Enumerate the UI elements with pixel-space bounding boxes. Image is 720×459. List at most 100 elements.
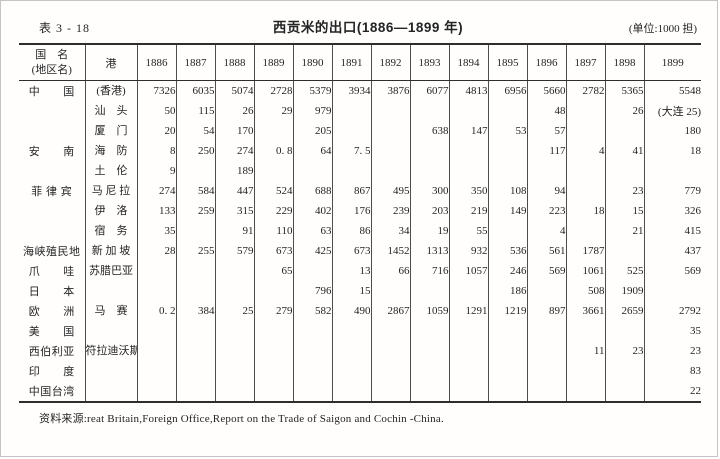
value-cell: 63 [293, 221, 333, 241]
value-cell [488, 341, 528, 361]
value-cell [332, 161, 372, 181]
value-cell [254, 161, 294, 181]
table-caption-row: 表 3 - 18 西贡米的出口(1886—1899 年) (单位:1000 担) [1, 1, 717, 43]
value-cell: 48 [527, 101, 567, 121]
value-cell: 579 [215, 241, 255, 261]
value-cell: 149 [488, 201, 528, 221]
year-header-1891: 1891 [332, 44, 372, 81]
value-cell: 425 [293, 241, 333, 261]
port-cell: 土 伦 [85, 161, 138, 181]
country-cell [19, 201, 86, 221]
value-cell [293, 261, 333, 281]
value-cell [566, 381, 606, 402]
value-cell: 3876 [371, 80, 411, 101]
value-cell: 326 [684, 205, 702, 217]
value-cell [176, 321, 216, 341]
value-cell: 219 [449, 201, 489, 221]
value-cell [488, 381, 528, 402]
value-cell [371, 101, 411, 121]
value-cell [215, 361, 255, 381]
value-cell: 83 [690, 365, 701, 377]
value-cell [332, 341, 372, 361]
year-header-1890: 1890 [293, 44, 333, 81]
value-cell: 110 [254, 221, 294, 241]
value-cell: 229 [254, 201, 294, 221]
value-cell [176, 261, 216, 281]
value-cell [449, 361, 489, 381]
value-cell [332, 321, 372, 341]
value-cell [215, 341, 255, 361]
country-cell: 美 国 [19, 321, 86, 341]
value-cell: 91 [215, 221, 255, 241]
value-cell: 569 [527, 261, 567, 281]
value-cell [137, 341, 177, 361]
value-cell: 867 [332, 181, 372, 201]
value-cell [449, 161, 489, 181]
country-cell: 安 南 [19, 141, 86, 161]
value-cell: 274 [137, 181, 177, 201]
value-cell: 2792 [679, 305, 701, 317]
port-cell: 马 赛 [85, 301, 138, 321]
value-cell [410, 341, 450, 361]
value-cell: 508 [566, 281, 606, 301]
value-cell: 203 [410, 201, 450, 221]
value-cell: 147 [449, 121, 489, 141]
port-cell [85, 281, 138, 301]
value-cell: 315 [215, 201, 255, 221]
table-row: 土 伦 9 189 [19, 161, 701, 181]
value-cell: 1059 [410, 301, 450, 321]
value-cell [449, 341, 489, 361]
value-cell [488, 221, 528, 241]
year-header-1892: 1892 [371, 44, 411, 81]
country-cell: 海峡殖民地 [19, 241, 86, 261]
value-cell: 250 [176, 141, 216, 161]
value-cell [527, 381, 567, 402]
value-cell [371, 141, 411, 161]
port-cell [85, 321, 138, 341]
country-header-line1: 国 名 [35, 48, 69, 61]
unit-note: (单位:1000 担) [628, 23, 697, 35]
value-cell: 979 [293, 101, 333, 121]
value-cell: (大连 25) [657, 106, 701, 118]
port-cell: 马 尼 拉 [85, 181, 138, 201]
country-cell: 爪 哇 [19, 261, 86, 281]
value-cell: 673 [332, 241, 372, 261]
value-cell: 638 [410, 121, 450, 141]
value-cell: 6077 [410, 80, 450, 101]
year-header-1896: 1896 [527, 44, 567, 81]
value-cell [215, 321, 255, 341]
value-cell [254, 381, 294, 402]
port-cell: 伊 洛 [85, 201, 138, 221]
value-cell: 1787 [566, 241, 606, 261]
value-cell: 6956 [488, 80, 528, 101]
value-cell [371, 361, 411, 381]
value-cell [137, 361, 177, 381]
value-cell [605, 361, 645, 381]
value-cell: 50 [137, 101, 177, 121]
value-cell [566, 161, 606, 181]
value-cell [527, 341, 567, 361]
value-cell: 569 [684, 265, 702, 277]
value-cell [371, 381, 411, 402]
value-cell [332, 381, 372, 402]
port-column-header: 港 [85, 44, 138, 81]
value-cell: 7. 5 [332, 141, 372, 161]
value-cell: 3661 [566, 301, 606, 321]
value-cell: 18 [566, 201, 606, 221]
value-cell: 205 [293, 121, 333, 141]
value-cell: 300 [410, 181, 450, 201]
value-cell: 5548 [679, 85, 701, 97]
country-cell [19, 161, 86, 181]
value-cell: 11 [566, 341, 606, 361]
value-cell: 20 [137, 121, 177, 141]
value-cell [293, 321, 333, 341]
value-cell: 176 [332, 201, 372, 221]
value-cell: 5074 [215, 80, 255, 101]
port-cell: 汕 头 [85, 101, 138, 121]
value-cell [605, 161, 645, 181]
value-cell: 133 [137, 201, 177, 221]
value-cell [527, 281, 567, 301]
value-cell [566, 321, 606, 341]
value-cell: 437 [684, 245, 702, 257]
value-cell [293, 161, 333, 181]
